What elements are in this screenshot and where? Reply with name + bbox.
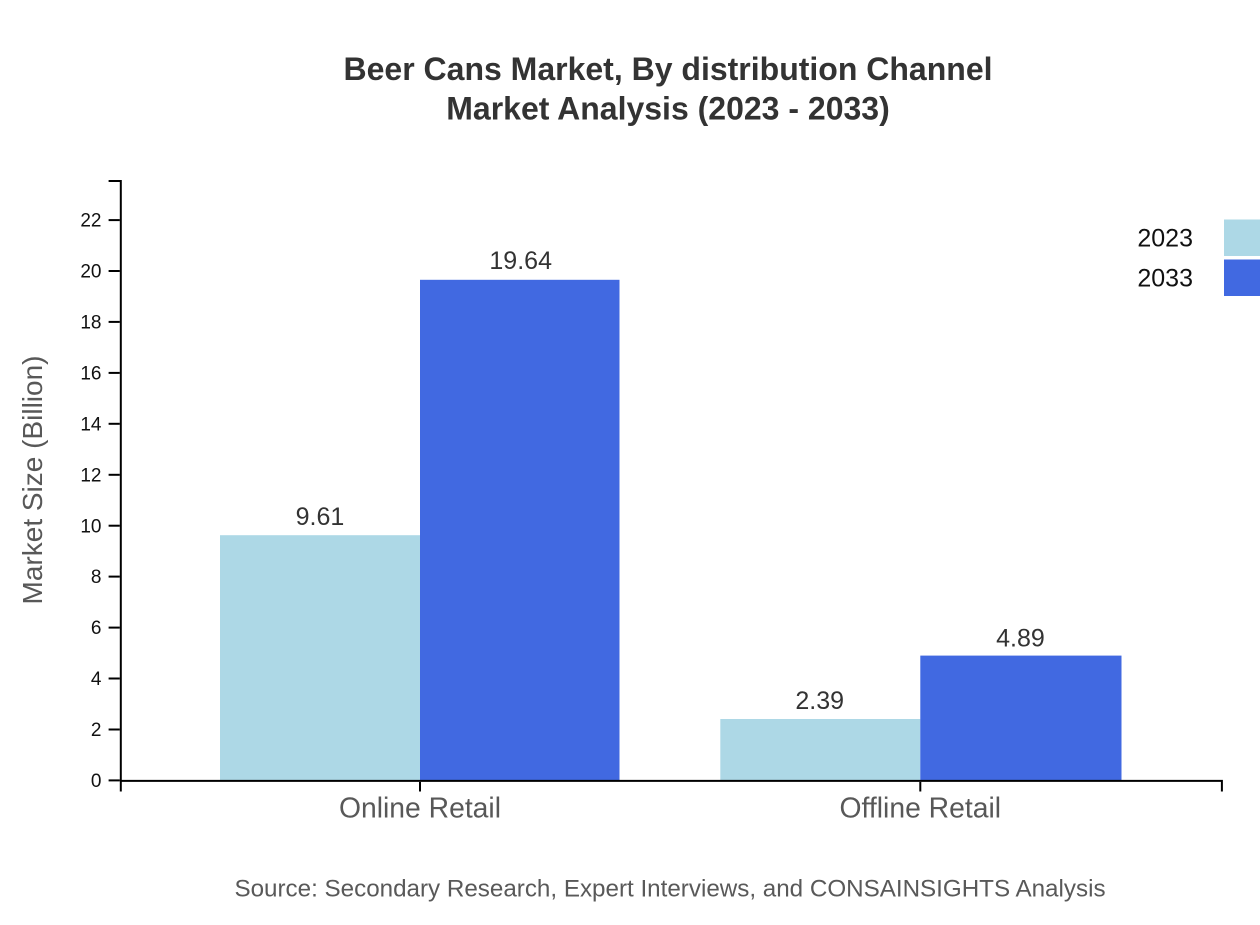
svg-text:18: 18 bbox=[80, 313, 101, 334]
svg-text:16: 16 bbox=[80, 364, 101, 385]
svg-text:Market Size (Billion): Market Size (Billion) bbox=[17, 356, 48, 605]
svg-text:10: 10 bbox=[80, 516, 101, 537]
svg-text:0: 0 bbox=[91, 771, 102, 792]
svg-text:Offline Retail: Offline Retail bbox=[840, 792, 1001, 824]
svg-text:Online Retail: Online Retail bbox=[339, 792, 501, 824]
svg-text:Beer Cans Market, By distribut: Beer Cans Market, By distribution Channe… bbox=[343, 51, 992, 87]
svg-text:4: 4 bbox=[91, 669, 102, 690]
svg-text:Source: Secondary Research, Ex: Source: Secondary Research, Expert Inter… bbox=[234, 876, 1105, 903]
svg-text:22: 22 bbox=[80, 211, 101, 232]
svg-text:12: 12 bbox=[80, 465, 101, 486]
svg-text:6: 6 bbox=[91, 618, 102, 639]
svg-text:2023: 2023 bbox=[1137, 224, 1193, 252]
svg-text:2.39: 2.39 bbox=[795, 687, 844, 715]
svg-text:9.61: 9.61 bbox=[296, 503, 345, 531]
svg-text:8: 8 bbox=[91, 567, 102, 588]
svg-text:20: 20 bbox=[80, 262, 101, 283]
svg-text:19.64: 19.64 bbox=[489, 247, 552, 275]
svg-text:2: 2 bbox=[91, 720, 102, 741]
svg-text:4.89: 4.89 bbox=[996, 624, 1045, 652]
svg-text:Market Analysis (2023 - 2033): Market Analysis (2023 - 2033) bbox=[446, 90, 890, 126]
svg-text:14: 14 bbox=[80, 414, 102, 435]
svg-text:2033: 2033 bbox=[1137, 265, 1193, 293]
